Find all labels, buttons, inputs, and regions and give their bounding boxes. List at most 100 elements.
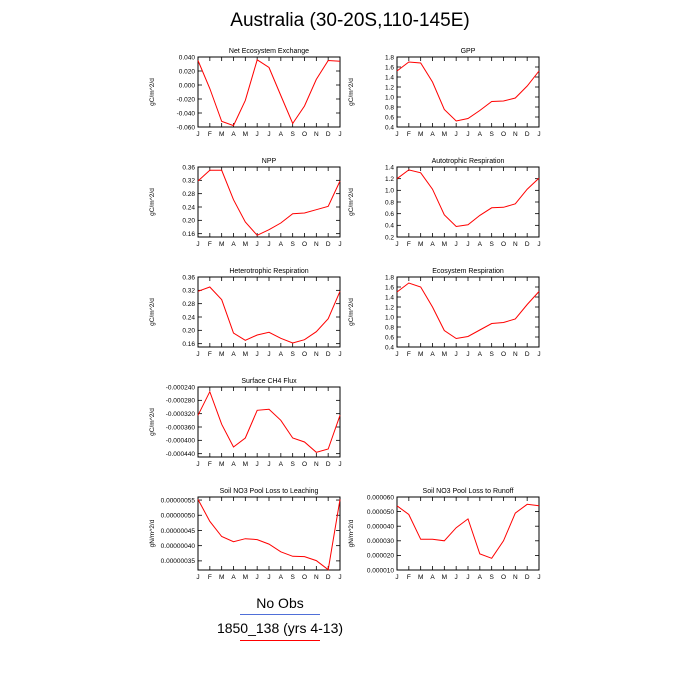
data-series-line — [197, 390, 341, 453]
x-tick-label: M — [442, 131, 447, 138]
x-tick-label: J — [338, 574, 341, 581]
panel-frame — [396, 56, 540, 128]
x-tick-label: O — [501, 131, 506, 138]
y-tick-label: 0.28 — [182, 191, 195, 198]
y-tick-label: 0.36 — [182, 164, 195, 171]
y-tick-label: 1.2 — [385, 84, 394, 91]
x-tick-label: J — [196, 461, 199, 468]
x-tick-label: O — [302, 131, 307, 138]
x-tick-label: N — [314, 241, 319, 248]
y-tick-label: -0.040 — [177, 110, 196, 117]
x-tick-label: F — [208, 351, 212, 358]
y-tick-label: -0.000400 — [166, 438, 196, 445]
data-series-line — [197, 169, 341, 236]
y-tick-label: 1.2 — [385, 304, 394, 311]
x-tick-label: J — [537, 241, 540, 248]
x-tick-label: S — [290, 241, 295, 248]
x-tick-label: J — [256, 241, 259, 248]
y-tick-label: 1.0 — [385, 94, 394, 101]
x-tick-label: J — [256, 351, 259, 358]
x-tick-label: M — [243, 574, 248, 581]
x-tick-label: A — [279, 241, 284, 248]
y-axis-label: gC/m^2/d — [149, 408, 156, 436]
x-tick-label: A — [478, 574, 483, 581]
y-tick-label: 0.020 — [179, 68, 196, 75]
x-tick-label: F — [407, 131, 411, 138]
y-tick-label: 0.000060 — [367, 494, 394, 501]
x-tick-label: D — [525, 241, 530, 248]
x-tick-label: N — [513, 241, 518, 248]
y-tick-label: 1.0 — [385, 188, 394, 195]
x-tick-label: J — [455, 351, 458, 358]
y-tick-label: 0.20 — [182, 328, 195, 335]
x-tick-label: A — [478, 241, 483, 248]
x-tick-label: A — [279, 131, 284, 138]
x-tick-label: A — [478, 351, 483, 358]
x-tick-label: A — [430, 351, 435, 358]
y-tick-label: -0.000280 — [166, 398, 196, 405]
x-tick-label: N — [314, 574, 319, 581]
x-tick-label: J — [338, 461, 341, 468]
panel-title: Autotrophic Respiration — [432, 158, 505, 165]
legend-label-no-obs: No Obs — [256, 595, 304, 611]
x-tick-label: M — [243, 461, 248, 468]
x-tick-label: S — [489, 241, 494, 248]
x-tick-label: J — [466, 351, 469, 358]
y-tick-label: 0.16 — [182, 231, 195, 238]
x-tick-label: M — [418, 351, 423, 358]
y-tick-label: 0.4 — [385, 223, 394, 230]
y-tick-label: 0.24 — [182, 314, 195, 321]
y-tick-label: 0.36 — [182, 274, 195, 281]
y-tick-label: 0.32 — [182, 288, 195, 295]
x-tick-label: N — [314, 461, 319, 468]
panel-title: Ecosystem Respiration — [432, 268, 504, 275]
x-tick-label: N — [513, 351, 518, 358]
x-tick-label: D — [525, 351, 530, 358]
y-tick-label: 0.00000040 — [161, 543, 196, 550]
y-tick-label: 0.8 — [385, 324, 394, 331]
y-tick-label: 1.8 — [385, 274, 394, 281]
x-tick-label: J — [455, 131, 458, 138]
y-tick-label: 0.28 — [182, 301, 195, 308]
x-tick-label: J — [338, 351, 341, 358]
x-tick-label: O — [302, 351, 307, 358]
x-tick-label: D — [326, 574, 331, 581]
y-tick-label: 0.000040 — [367, 524, 394, 531]
x-tick-label: S — [290, 461, 295, 468]
y-tick-label: 0.4 — [385, 344, 394, 351]
y-tick-label: 0.000 — [179, 82, 196, 89]
x-tick-label: J — [537, 351, 540, 358]
y-tick-label: 0.000010 — [367, 567, 394, 574]
x-tick-label: M — [442, 351, 447, 358]
x-tick-label: O — [501, 574, 506, 581]
x-tick-label: J — [395, 574, 398, 581]
x-tick-label: J — [395, 241, 398, 248]
x-tick-label: A — [430, 131, 435, 138]
y-tick-label: 0.000030 — [367, 538, 394, 545]
panel-title: GPP — [461, 48, 476, 55]
x-tick-label: S — [489, 131, 494, 138]
x-tick-label: J — [466, 131, 469, 138]
x-tick-label: S — [489, 351, 494, 358]
x-tick-label: M — [418, 574, 423, 581]
y-tick-label: 0.6 — [385, 211, 394, 218]
y-tick-label: 0.00000050 — [161, 513, 196, 520]
y-tick-label: 0.00000055 — [161, 497, 196, 504]
x-tick-label: M — [219, 351, 224, 358]
y-tick-label: -0.000360 — [166, 424, 196, 431]
x-tick-label: A — [430, 241, 435, 248]
legend-label-model: 1850_138 (yrs 4-13) — [216, 620, 344, 636]
x-tick-label: F — [208, 461, 212, 468]
x-tick-label: J — [196, 351, 199, 358]
x-tick-label: J — [537, 131, 540, 138]
x-tick-label: N — [513, 574, 518, 581]
x-tick-label: J — [196, 574, 199, 581]
x-tick-label: F — [208, 241, 212, 248]
y-tick-label: 0.2 — [385, 234, 394, 241]
x-tick-label: M — [442, 241, 447, 248]
x-tick-label: J — [537, 574, 540, 581]
x-tick-label: A — [231, 241, 236, 248]
data-series-line — [396, 61, 540, 122]
x-tick-label: J — [466, 574, 469, 581]
